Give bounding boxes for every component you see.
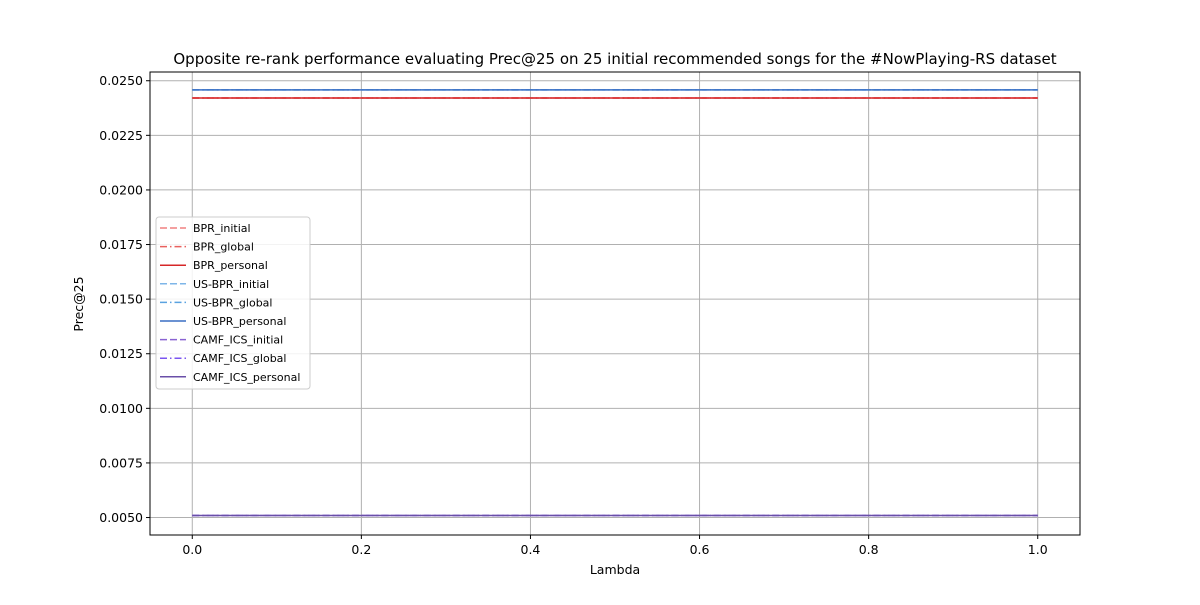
- y-tick-label: 0.0150: [99, 292, 143, 307]
- legend-label: BPR_personal: [193, 259, 268, 272]
- x-axis: 0.0 0.2 0.4 0.6 0.8 1.0: [182, 535, 1048, 557]
- y-tick-label: 0.0050: [99, 510, 143, 525]
- legend: BPR_initial BPR_global BPR_personal US-BPR_…: [155, 216, 311, 390]
- y-tick-label: 0.0225: [99, 128, 143, 143]
- x-axis-label: Lambda: [590, 562, 640, 577]
- y-tick-label: 0.0100: [99, 401, 143, 416]
- y-tick-label: 0.0200: [99, 182, 143, 197]
- legend-label: CAMF_ICS_initial: [193, 334, 283, 347]
- x-tick-label: 0.6: [690, 542, 710, 557]
- y-axis: 0.0050 0.0075 0.0100 0.0125 0.0150 0.0175 0.02…: [99, 73, 150, 525]
- legend-label: BPR_initial: [193, 222, 251, 235]
- plot-frame: [149, 71, 1081, 536]
- x-tick-label: 0.8: [859, 542, 879, 557]
- x-tick-label: 0.4: [521, 542, 541, 557]
- y-tick-label: 0.0125: [99, 346, 143, 361]
- series-layer: [192, 89, 1038, 517]
- x-tick-label: 1.0: [1028, 542, 1048, 557]
- legend-label: CAMF_ICS_personal: [193, 371, 300, 384]
- legend-label: CAMF_ICS_global: [193, 352, 286, 365]
- legend-box: [155, 216, 311, 390]
- x-tick-label: 0.0: [182, 542, 202, 557]
- legend-label: US-BPR_initial: [193, 278, 269, 291]
- y-tick-label: 0.0250: [99, 73, 143, 88]
- y-tick-label: 0.0075: [99, 455, 143, 470]
- y-axis-label: Prec@25: [71, 276, 86, 331]
- legend-label: US-BPR_personal: [193, 315, 286, 328]
- legend-label: US-BPR_global: [193, 296, 272, 309]
- y-tick-label: 0.0175: [99, 237, 143, 252]
- chart-title: Opposite re-rank performance evaluating …: [173, 50, 1056, 68]
- x-tick-label: 0.2: [351, 542, 371, 557]
- legend-label: BPR_global: [193, 241, 254, 254]
